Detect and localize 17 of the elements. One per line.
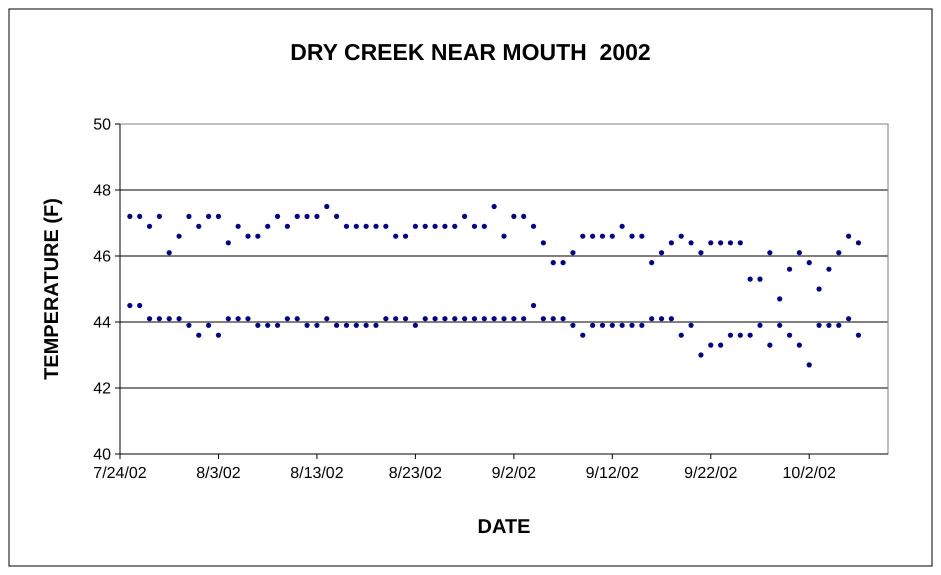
x-axis-title: DATE — [478, 516, 530, 538]
y-tick-label: 46 — [93, 248, 112, 266]
x-tick-label: 7/24/02 — [93, 465, 147, 482]
y-tick-label: 40 — [93, 446, 112, 464]
x-tick-label: 9/22/02 — [684, 465, 738, 482]
y-tick-label: 42 — [93, 380, 112, 398]
x-tick-label: 8/23/02 — [388, 465, 442, 482]
y-tick-label: 48 — [93, 182, 112, 200]
y-tick-label: 50 — [93, 116, 112, 134]
x-tick-label: 9/2/02 — [492, 465, 536, 482]
y-axis-title: TEMPERATURE (F) — [41, 198, 63, 380]
y-tick-label: 44 — [93, 314, 112, 332]
x-tick-label: 10/2/02 — [782, 465, 836, 482]
x-tick-label: 9/12/02 — [586, 465, 640, 482]
x-tick-label: 8/3/02 — [196, 465, 241, 482]
x-tick-label: 8/13/02 — [290, 465, 344, 482]
chart-title: DRY CREEK NEAR MOUTH 2002 — [290, 39, 651, 65]
